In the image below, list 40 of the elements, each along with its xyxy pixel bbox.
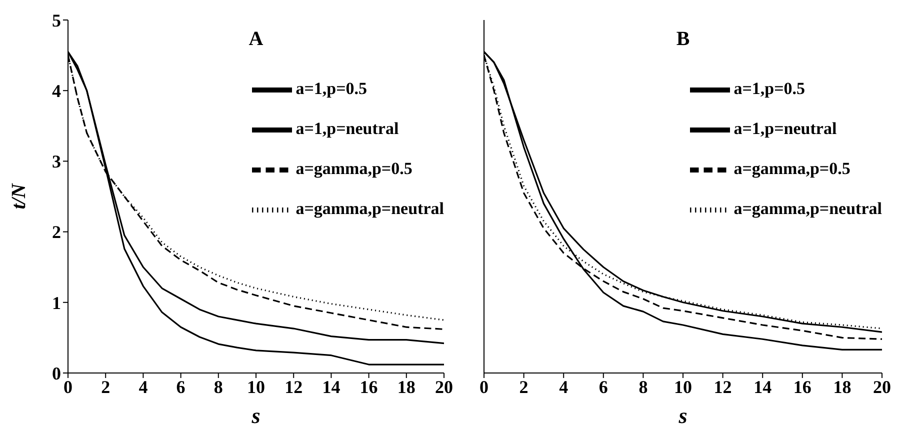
x-tick-label: 0 <box>480 376 488 397</box>
chart-title: B <box>675 28 691 51</box>
x-tick-label: 4 <box>559 376 568 397</box>
x-tick-label: 12 <box>284 376 303 397</box>
x-tick-label: 14 <box>754 376 772 397</box>
x-tick-label: 2 <box>101 376 110 397</box>
x-tick-label: 12 <box>714 376 732 397</box>
x-tick-label: 10 <box>674 376 692 397</box>
x-tick-label: 16 <box>360 376 378 397</box>
x-tick-label: 4 <box>138 376 148 397</box>
x-tick-label: 14 <box>322 376 340 397</box>
y-tick-label: 5 <box>52 10 61 30</box>
x-axis-title: s <box>678 403 688 428</box>
legend-label: a=1,p=neutral <box>296 118 399 138</box>
legend-label: a=gamma,p=0.5 <box>296 158 412 178</box>
y-tick-label: 1 <box>52 292 61 313</box>
x-tick-label: 16 <box>793 376 812 397</box>
legend-label: a=gamma,p=0.5 <box>734 158 850 178</box>
x-tick-label: 6 <box>176 376 186 397</box>
x-tick-label: 2 <box>519 376 528 397</box>
y-tick-label: 2 <box>52 222 61 242</box>
y-tick-label: 4 <box>52 80 61 101</box>
legend-label: a=1,p=neutral <box>734 118 837 138</box>
legend-label: a=1,p=0.5 <box>296 78 368 98</box>
x-tick-label: 20 <box>435 376 453 397</box>
x-tick-label: 8 <box>214 376 223 397</box>
chart-title: A <box>248 28 264 51</box>
legend-label: a=gamma,p=neutral <box>734 198 882 218</box>
x-axis-title: s <box>250 403 260 428</box>
x-tick-label: 18 <box>833 376 852 397</box>
x-tick-label: 6 <box>598 376 608 397</box>
y-tick-label: 3 <box>52 152 61 172</box>
legend-label: a=1,p=0.5 <box>734 78 806 98</box>
x-tick-label: 8 <box>638 376 648 397</box>
y-tick-label: 0 <box>52 363 61 384</box>
x-tick-label: 18 <box>397 376 416 397</box>
legend-label: a=gamma,p=neutral <box>296 198 444 218</box>
x-tick-label: 20 <box>873 376 891 397</box>
x-tick-label: 10 <box>247 376 265 397</box>
y-axis-title: t/N <box>8 182 30 210</box>
